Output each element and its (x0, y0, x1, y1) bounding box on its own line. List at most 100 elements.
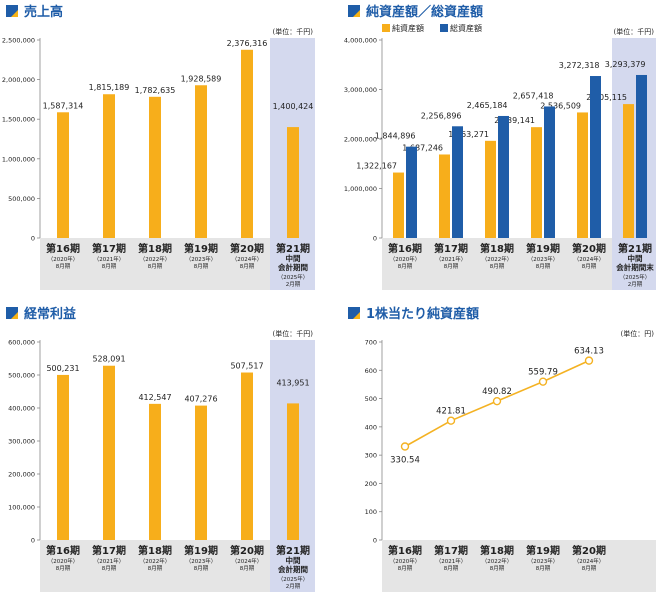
category-sublabel: 8月期 (398, 263, 413, 270)
y-tick-label: 300,000 (8, 438, 35, 446)
legend-label: 総資産額 (450, 23, 482, 33)
bar (241, 372, 253, 540)
chart-title: 経常利益 (24, 306, 76, 322)
category-sublabel: （2024年） (232, 255, 263, 263)
category-sublabel: 8月期 (490, 263, 505, 270)
data-label: 2,465,184 (467, 101, 508, 110)
bar (287, 127, 299, 238)
category-sublabel: 中間 (286, 555, 301, 565)
category-label: 第16期 (46, 242, 80, 255)
bar (195, 405, 207, 540)
unit-label: (単位：千円) (273, 329, 314, 338)
category-sublabel: 8月期 (582, 263, 597, 270)
data-label: 2,239,141 (494, 116, 535, 125)
y-tick-label: 1,500,000 (2, 116, 35, 124)
unit-label: (単位：千円) (614, 27, 655, 36)
data-label: 412,547 (138, 393, 171, 402)
category-band (40, 238, 270, 290)
data-label: 2,256,896 (421, 111, 462, 120)
y-tick-label: 0 (373, 537, 377, 545)
category-sublabel: （2021年） (94, 255, 125, 263)
unit-label: (単位：千円) (273, 27, 314, 36)
category-label: 第18期 (480, 242, 514, 255)
bar (393, 172, 404, 238)
category-label: 第20期 (572, 544, 606, 557)
category-sublabel: （2022年） (482, 557, 513, 565)
category-sublabel: 8月期 (56, 565, 71, 572)
y-tick-label: 600 (365, 367, 377, 375)
category-sublabel: 8月期 (490, 565, 505, 572)
category-sublabel: 2月期 (628, 281, 643, 288)
category-label: 第17期 (434, 544, 468, 557)
category-label: 第20期 (230, 544, 264, 557)
y-tick-label: 200 (365, 480, 377, 488)
line-point (492, 396, 502, 406)
y-tick-label: 700 (365, 339, 377, 347)
category-label: 第19期 (184, 544, 218, 557)
category-label: 第21期 (276, 544, 310, 557)
category-sublabel: 8月期 (148, 565, 163, 572)
category-sublabel: 8月期 (148, 263, 163, 270)
data-label: 1,322,167 (356, 162, 397, 171)
category-label: 第17期 (434, 242, 468, 255)
data-label: 2,376,316 (227, 39, 268, 48)
data-label: 559.79 (528, 368, 558, 378)
title-corner-icon (11, 10, 18, 17)
data-label: 1,963,271 (448, 130, 489, 139)
data-label: 413,951 (276, 378, 309, 387)
category-band (40, 540, 270, 592)
bar (103, 365, 115, 540)
category-sublabel: （2021年） (94, 557, 125, 565)
category-sublabel: （2020年） (390, 557, 421, 565)
category-sublabel: 中間 (286, 253, 301, 263)
title-corner-icon (353, 10, 360, 17)
category-label: 第18期 (480, 544, 514, 557)
category-sublabel: 8月期 (56, 263, 71, 270)
category-sublabel: 8月期 (536, 565, 551, 572)
category-label: 第16期 (388, 242, 422, 255)
category-sublabel: 8月期 (444, 565, 459, 572)
data-label: 500,231 (46, 364, 79, 373)
category-sublabel: （2024年） (574, 255, 605, 263)
category-label: 第19期 (526, 242, 560, 255)
category-sublabel: 8月期 (582, 565, 597, 572)
category-label: 第21期 (276, 242, 310, 255)
legend-label: 純資産額 (392, 23, 424, 33)
category-label: 第18期 (138, 242, 172, 255)
category-label: 第16期 (46, 544, 80, 557)
y-tick-label: 0 (31, 235, 35, 243)
data-label: 490.82 (482, 387, 512, 397)
category-sublabel: （2023年） (186, 557, 217, 565)
chart-sales: 売上高 (単位：千円) 0 500,000 1,000,000 1,500,000 2,00… (2, 4, 315, 290)
title-corner-icon (11, 312, 18, 319)
data-label: 528,091 (92, 355, 125, 364)
bar (577, 112, 588, 238)
y-tick-label: 400,000 (8, 405, 35, 413)
data-label: 1,687,246 (402, 143, 443, 152)
category-sublabel: 会計期間末 (616, 262, 654, 272)
category-sublabel: （2024年） (232, 557, 263, 565)
category-sublabel: 8月期 (398, 565, 413, 572)
category-label: 第16期 (388, 544, 422, 557)
data-label: 1,400,424 (273, 102, 314, 111)
category-sublabel: （2023年） (528, 557, 559, 565)
category-sublabel: 8月期 (194, 263, 209, 270)
chart-assets: 純資産額／総資産額 (単位：千円) 0 1,000,000 2,000,000 3,000… (344, 4, 656, 290)
bar (544, 106, 555, 238)
chart-title: 純資産額／総資産額 (366, 4, 483, 20)
data-label: 3,293,379 (605, 60, 646, 69)
y-tick-label: 1,000,000 (2, 155, 35, 163)
chart-title: 1株当たり純資産額 (366, 306, 479, 322)
y-tick-label: 4,000,000 (344, 37, 377, 45)
category-sublabel: （2020年） (48, 255, 79, 263)
category-label: 第19期 (526, 544, 560, 557)
category-sublabel: 会計期間 (278, 564, 308, 574)
category-sublabel: （2021年） (436, 557, 467, 565)
bar (57, 112, 69, 238)
bar (498, 115, 509, 238)
bar (241, 49, 253, 238)
line-point (400, 442, 410, 451)
category-sublabel: 会計期間 (278, 262, 308, 272)
data-label: 1,928,589 (181, 74, 222, 83)
category-label: 第21期 (618, 242, 652, 255)
